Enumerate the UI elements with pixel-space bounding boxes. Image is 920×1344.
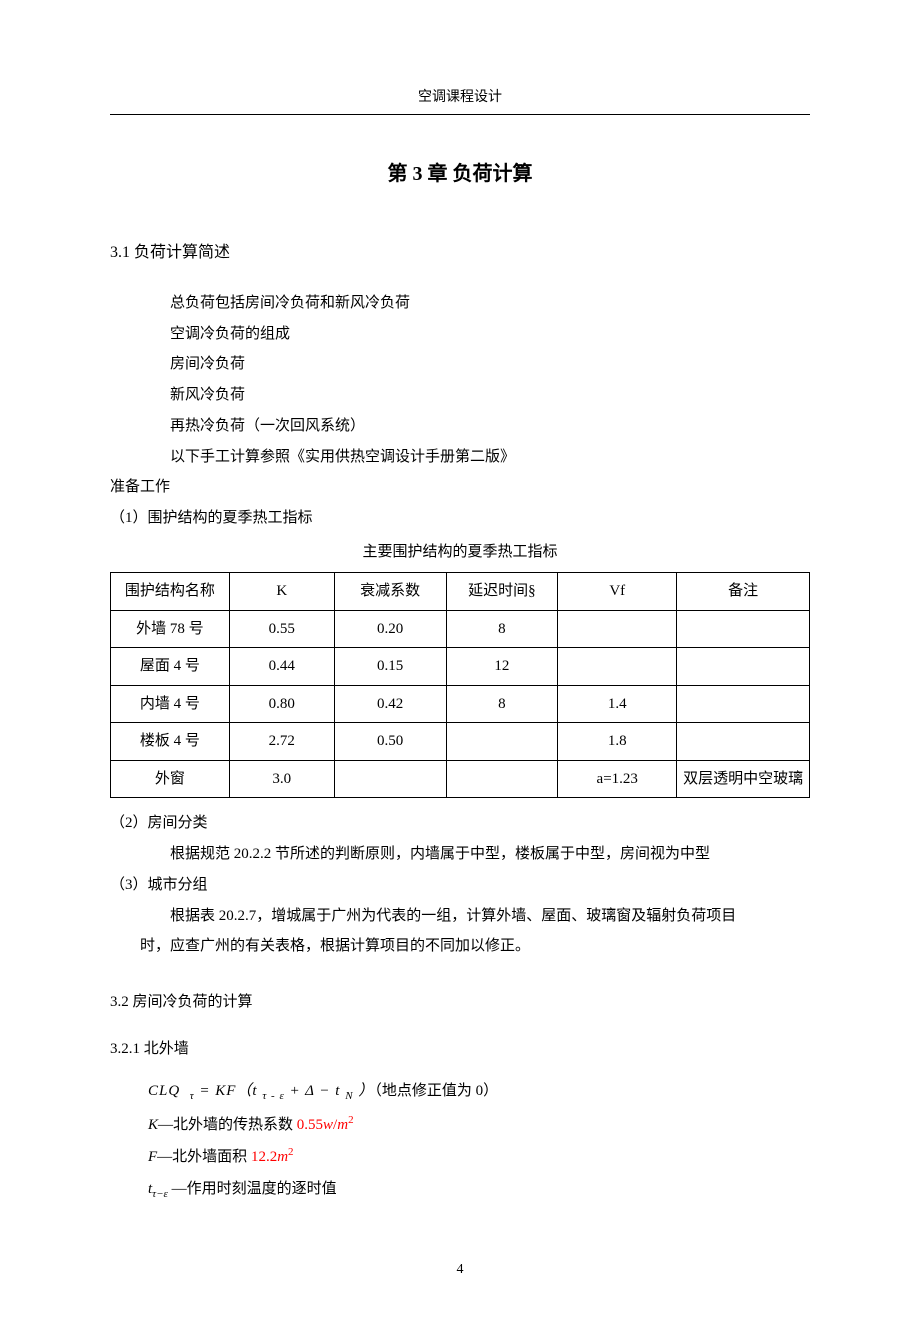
k-value: 0.55w/m2 <box>297 1117 354 1133</box>
cell-vf <box>558 610 677 648</box>
formula-sub-taue: τ - ε <box>262 1090 284 1102</box>
overview-line-5: 再热冷负荷（一次回风系统） <box>170 411 810 442</box>
cell-k: 3.0 <box>229 760 334 798</box>
cell-note <box>677 723 810 761</box>
formula-eq: = KF（ <box>195 1083 253 1099</box>
f-value: 12.2m2 <box>251 1149 294 1165</box>
k-unit-m: m <box>337 1117 348 1133</box>
cell-k: 0.55 <box>229 610 334 648</box>
formula-main: CLQ τ = KF（t τ - ε + Δ − t N ）（地点修正值为 0） <box>148 1075 810 1109</box>
table-row: 外墙 78 号 0.55 0.20 8 <box>111 610 810 648</box>
overview-line-4: 新风冷负荷 <box>170 380 810 411</box>
formula-t1: t <box>252 1083 257 1099</box>
table-row: 内墙 4 号 0.80 0.42 8 1.4 <box>111 685 810 723</box>
cell-vf <box>558 648 677 686</box>
cell-name: 内墙 4 号 <box>111 685 230 723</box>
cell-delay: 8 <box>446 685 558 723</box>
formula-t2: t <box>335 1083 340 1099</box>
f-unit-m: m <box>277 1149 288 1165</box>
col-header-note: 备注 <box>677 573 810 611</box>
cell-note <box>677 648 810 686</box>
formula-clq: CLQ <box>148 1083 180 1099</box>
cell-note <box>677 610 810 648</box>
formula-block: CLQ τ = KF（t τ - ε + Δ − t N ）（地点修正值为 0）… <box>148 1075 810 1207</box>
overview-line-1: 总负荷包括房间冷负荷和新风冷负荷 <box>170 288 810 319</box>
cell-delay: 8 <box>446 610 558 648</box>
table-row: 屋面 4 号 0.44 0.15 12 <box>111 648 810 686</box>
cell-name: 外窗 <box>111 760 230 798</box>
col-header-vf: Vf <box>558 573 677 611</box>
col-header-delay: 延迟时间§ <box>446 573 558 611</box>
cell-delay <box>446 760 558 798</box>
symbol-f: F <box>148 1149 157 1165</box>
section-3-2-title: 3.2 房间冷负荷的计算 <box>110 988 810 1017</box>
cell-name: 屋面 4 号 <box>111 648 230 686</box>
overview-line-2: 空调冷负荷的组成 <box>170 319 810 350</box>
item-3-body-line-1: 根据表 20.2.7，增城属于广州为代表的一组，计算外墙、屋面、玻璃窗及辐射负荷… <box>170 901 810 932</box>
overview-line-6: 以下手工计算参照《实用供热空调设计手册第二版》 <box>170 442 810 473</box>
cell-delay <box>446 723 558 761</box>
thermal-index-table: 围护结构名称 K 衰减系数 延迟时间§ Vf 备注 外墙 78 号 0.55 0… <box>110 572 810 798</box>
doc-header-title: 空调课程设计 <box>110 85 810 112</box>
table-header-row: 围护结构名称 K 衰减系数 延迟时间§ Vf 备注 <box>111 573 810 611</box>
table-row: 外窗 3.0 a=1.23 双层透明中空玻璃 <box>111 760 810 798</box>
section-3-1-title: 3.1 负荷计算简述 <box>110 238 810 268</box>
item-3-body-line-2: 时，应查广州的有关表格，根据计算项目的不同加以修正。 <box>140 931 810 962</box>
item-2-body: 根据规范 20.2.2 节所述的判断原则，内墙属于中型，楼板属于中型，房间视为中… <box>170 839 810 870</box>
chapter-title: 第 3 章 负荷计算 <box>110 155 810 193</box>
col-header-k: K <box>229 573 334 611</box>
page-number: 4 <box>110 1257 810 1284</box>
k-description: —北外墙的传热系数 <box>158 1117 297 1133</box>
formula-close: ） <box>358 1083 374 1099</box>
section-3-2-1-title: 3.2.1 北外墙 <box>110 1035 810 1064</box>
item-1-title: （1）围护结构的夏季热工指标 <box>110 503 810 534</box>
cell-name: 外墙 78 号 <box>111 610 230 648</box>
item-2-title: （2）房间分类 <box>110 808 810 839</box>
table-row: 楼板 4 号 2.72 0.50 1.8 <box>111 723 810 761</box>
formula-k-line: K—北外墙的传热系数 0.55w/m2 <box>148 1109 810 1141</box>
cell-atten <box>334 760 446 798</box>
k-unit-sup: 2 <box>348 1114 354 1126</box>
formula-f-line: F—北外墙面积 12.2m2 <box>148 1141 810 1173</box>
col-header-attenuation: 衰减系数 <box>334 573 446 611</box>
f-unit-sup: 2 <box>288 1146 294 1158</box>
symbol-t-sub: τ−ε <box>152 1188 168 1200</box>
col-header-name: 围护结构名称 <box>111 573 230 611</box>
cell-vf: 1.4 <box>558 685 677 723</box>
item-3-title: （3）城市分组 <box>110 870 810 901</box>
k-num: 0.55 <box>297 1117 323 1133</box>
k-unit-w: w <box>323 1117 333 1133</box>
formula-plus: + Δ − <box>285 1083 336 1099</box>
header-underline <box>110 114 810 115</box>
cell-vf: 1.8 <box>558 723 677 761</box>
cell-delay: 12 <box>446 648 558 686</box>
overview-line-3: 房间冷负荷 <box>170 349 810 380</box>
cell-note <box>677 685 810 723</box>
symbol-k: K <box>148 1117 158 1133</box>
cell-atten: 0.42 <box>334 685 446 723</box>
cell-vf: a=1.23 <box>558 760 677 798</box>
cell-atten: 0.20 <box>334 610 446 648</box>
cell-k: 0.44 <box>229 648 334 686</box>
formula-note: （地点修正值为 0） <box>374 1083 498 1099</box>
cell-note: 双层透明中空玻璃 <box>677 760 810 798</box>
formula-sub-n: N <box>345 1090 353 1102</box>
cell-name: 楼板 4 号 <box>111 723 230 761</box>
t-description: —作用时刻温度的逐时值 <box>168 1181 337 1197</box>
prep-work-title: 准备工作 <box>110 472 810 503</box>
f-description: —北外墙面积 <box>157 1149 251 1165</box>
formula-t-line: tτ−ε —作用时刻温度的逐时值 <box>148 1173 810 1207</box>
cell-k: 0.80 <box>229 685 334 723</box>
cell-k: 2.72 <box>229 723 334 761</box>
cell-atten: 0.15 <box>334 648 446 686</box>
table-caption: 主要围护结构的夏季热工指标 <box>110 538 810 567</box>
cell-atten: 0.50 <box>334 723 446 761</box>
f-num: 12.2 <box>251 1149 277 1165</box>
